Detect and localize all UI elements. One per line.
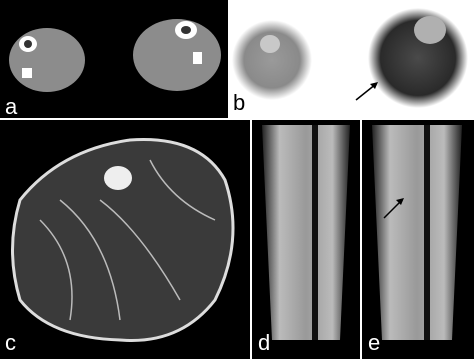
arrow-e-head [396, 198, 404, 205]
mri-leg-e [372, 125, 462, 340]
pet-right-spot [414, 16, 446, 44]
mri-bone-e [424, 125, 430, 340]
panel-label: b [233, 90, 245, 115]
arrow-b-head [370, 82, 378, 89]
panel-label: a [5, 94, 18, 119]
ct-left-thigh [9, 28, 85, 92]
panel-label: d [258, 330, 270, 355]
ct-right-marrow [181, 26, 191, 34]
ct-left-marrow [24, 40, 32, 48]
panel-label: c [5, 330, 16, 355]
arrow-b [355, 83, 377, 101]
mri-septa [39, 159, 216, 321]
mri-leg-d [262, 125, 350, 340]
pet-left-spot [260, 35, 280, 53]
mri-bone-d [312, 125, 318, 340]
ct-right-lesion [193, 52, 202, 64]
ct-left-lesion [22, 68, 32, 78]
mri-thigh [11, 138, 235, 342]
panel-label: e [368, 330, 380, 355]
ct-right-thigh [133, 19, 221, 91]
mri-vessel [104, 166, 132, 190]
pet-left [232, 20, 312, 100]
